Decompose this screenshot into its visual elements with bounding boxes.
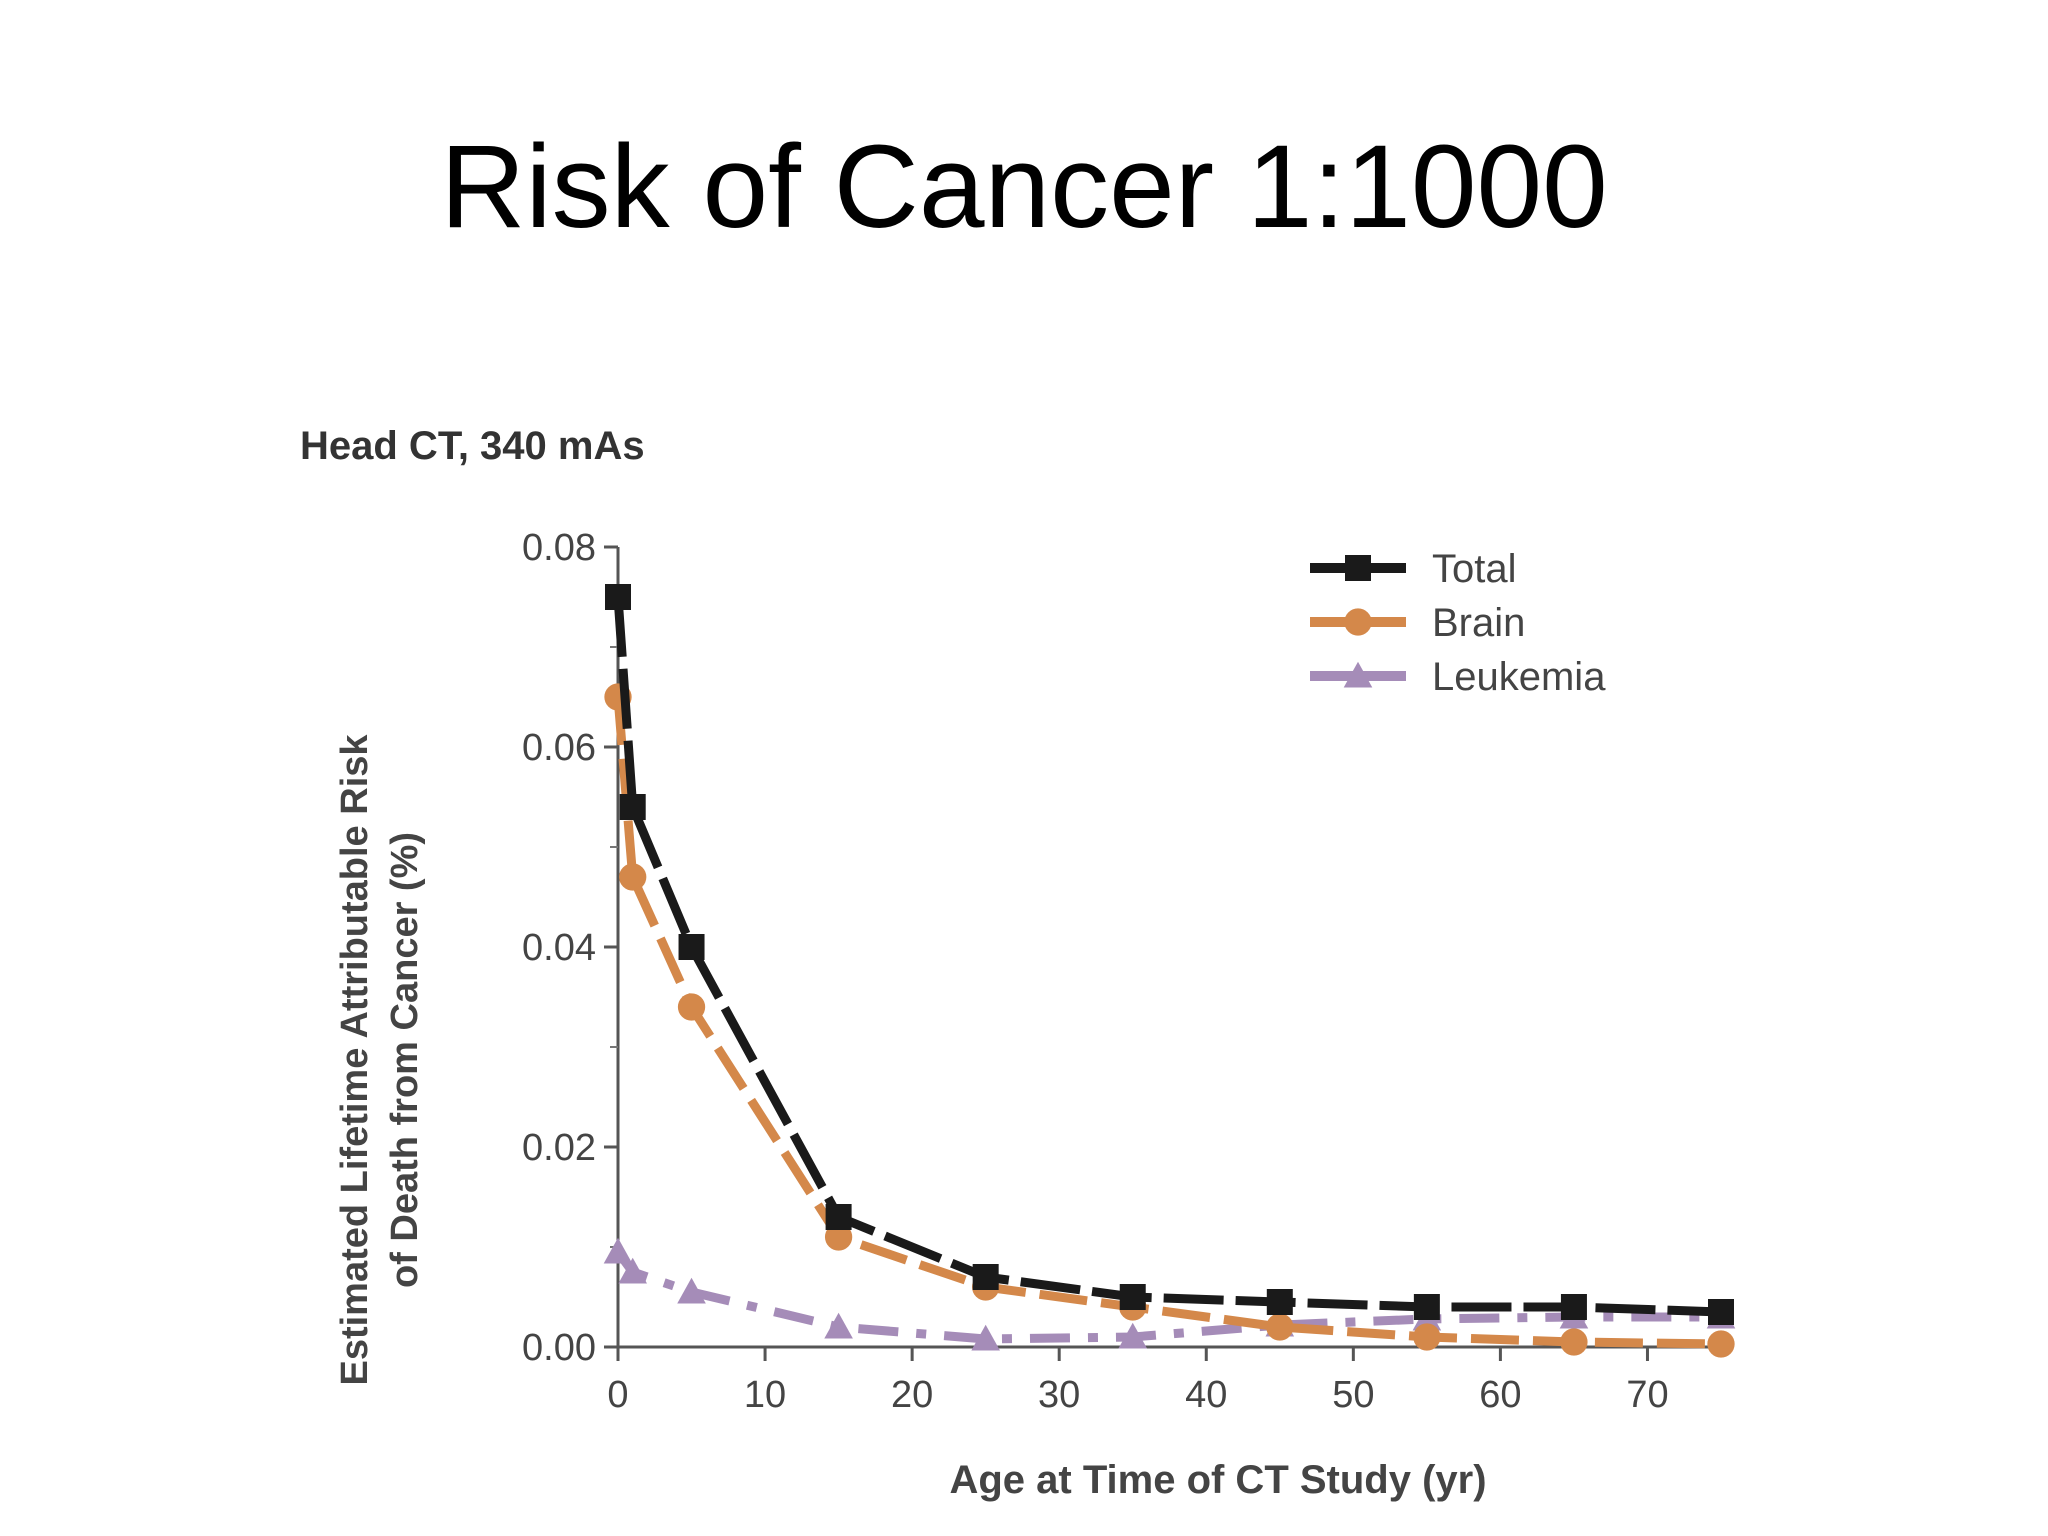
series-brain bbox=[604, 683, 1735, 1358]
data-point-total bbox=[619, 794, 646, 820]
series-line-total bbox=[613, 596, 1722, 1317]
y-tick-label: 0.06 bbox=[522, 727, 596, 769]
data-point-leukemia bbox=[603, 1237, 633, 1264]
x-tick-label: 60 bbox=[1479, 1374, 1521, 1416]
x-tick-label: 70 bbox=[1626, 1374, 1668, 1416]
data-point-total bbox=[1266, 1289, 1293, 1315]
data-point-leukemia bbox=[971, 1324, 1000, 1351]
data-point-total bbox=[1119, 1284, 1146, 1310]
data-point-total bbox=[972, 1264, 999, 1290]
y-tick-label: 0.04 bbox=[522, 927, 596, 969]
data-point-leukemia bbox=[824, 1312, 853, 1339]
legend-item-total: Total bbox=[1310, 547, 1517, 591]
series-line-leukemia bbox=[614, 1249, 1721, 1344]
legend-marker bbox=[1344, 608, 1372, 636]
y-tick-label: 0.00 bbox=[522, 1327, 596, 1369]
x-tick-label: 0 bbox=[607, 1374, 628, 1416]
series-total bbox=[605, 584, 1734, 1325]
data-point-leukemia bbox=[677, 1277, 706, 1304]
legend: Total Brain Leukemia bbox=[1310, 547, 1606, 699]
series-layer bbox=[603, 584, 1736, 1358]
x-tick-label: 20 bbox=[891, 1374, 933, 1416]
data-point-total bbox=[825, 1204, 852, 1230]
data-point-brain bbox=[1413, 1323, 1441, 1351]
series-line-brain bbox=[613, 696, 1722, 1349]
data-point-brain bbox=[1266, 1313, 1294, 1341]
data-point-brain bbox=[677, 993, 706, 1021]
data-point-total bbox=[678, 934, 705, 960]
x-tick-label: 10 bbox=[744, 1374, 786, 1416]
legend-item-brain: Brain bbox=[1310, 601, 1525, 645]
y-tick-label: 0.08 bbox=[522, 527, 596, 569]
data-point-leukemia bbox=[618, 1257, 648, 1284]
legend-marker bbox=[1345, 555, 1371, 581]
legend-label: Brain bbox=[1432, 601, 1525, 645]
slide-title: Risk of Cancer 1:1000 bbox=[440, 121, 1608, 253]
data-point-leukemia bbox=[1118, 1322, 1148, 1349]
data-point-brain bbox=[1560, 1328, 1588, 1356]
data-point-brain bbox=[1707, 1330, 1735, 1358]
x-tick-label: 30 bbox=[1038, 1374, 1080, 1416]
y-tick-label: 0.02 bbox=[522, 1127, 596, 1169]
legend-marker bbox=[1343, 661, 1373, 688]
axes: 0.00 0.02 0.04 0.06 0.08 0 10 20 30 40 50 60 70 bbox=[522, 527, 1731, 1416]
data-point-total bbox=[1708, 1299, 1734, 1325]
data-point-total bbox=[1413, 1294, 1440, 1320]
data-point-total bbox=[605, 584, 631, 610]
x-axis-label: Age at Time of CT Study (yr) bbox=[949, 1458, 1487, 1502]
data-point-total bbox=[1560, 1294, 1587, 1320]
data-point-brain bbox=[824, 1223, 853, 1251]
chart-title: Head CT, 340 mAs bbox=[300, 424, 645, 468]
legend-label: Leukemia bbox=[1432, 655, 1606, 699]
legend-label: Total bbox=[1432, 547, 1517, 591]
legend-item-leukemia: Leukemia bbox=[1310, 655, 1606, 699]
x-tick-label: 50 bbox=[1332, 1374, 1374, 1416]
data-point-brain bbox=[619, 863, 647, 891]
x-tick-label: 40 bbox=[1185, 1374, 1227, 1416]
